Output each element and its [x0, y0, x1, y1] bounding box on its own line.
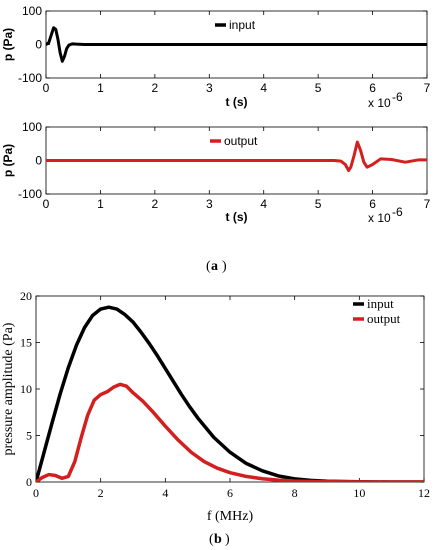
x-tick-label: 2: [98, 486, 104, 500]
panel-bottom-spectrum: 0 2 4 6 8 10 12 0 5 10 15 20 f (MHz) pressure amplitu…: [1, 289, 430, 524]
x-tick-label: 7: [424, 197, 431, 211]
y-axis-label: pressure amplitude (Pa): [1, 322, 16, 455]
x-tick-label: 0: [43, 197, 50, 211]
caption-b-close: ): [225, 532, 230, 547]
x-tick-label: 0: [43, 81, 50, 95]
series-line-input: [46, 26, 427, 63]
y-axis-label: p (Pa): [1, 144, 15, 177]
x-tick-label: 6: [369, 81, 376, 95]
y-axis-label: p (Pa): [1, 28, 15, 61]
x-tick-label: 6: [369, 197, 376, 211]
caption-b: ( b ): [209, 532, 230, 547]
legend-label-output: output: [224, 134, 258, 148]
x-multiplier-exponent: -6: [392, 205, 403, 219]
x-tick-label: 1: [97, 197, 104, 211]
caption-a-close: ): [222, 259, 227, 274]
y-tick-label: 15: [20, 336, 32, 350]
x-tick-label: 12: [418, 486, 430, 500]
x-multiplier: x 10: [368, 211, 391, 225]
x-tick-label: 3: [206, 197, 213, 211]
x-tick-label: 7: [424, 81, 431, 95]
x-tick-label: 3: [206, 81, 213, 95]
caption-a-open: (: [206, 259, 211, 274]
series-line-input: [36, 305, 424, 482]
x-tick-label: 4: [162, 486, 168, 500]
y-tick-label: 5: [26, 429, 32, 443]
x-tick-label: 5: [315, 197, 322, 211]
y-tick-label: 20: [20, 289, 32, 303]
legend-label-input: input: [367, 296, 394, 311]
x-tick-label: 2: [152, 197, 159, 211]
y-tick-label: 0: [26, 475, 32, 489]
y-tick-label: 10: [20, 382, 32, 396]
x-tick-label: 2: [152, 81, 159, 95]
series-line-output: [46, 140, 427, 173]
legend-label-output: output: [367, 311, 401, 326]
x-axis-label: f (MHz): [207, 509, 254, 524]
caption-b-open: (: [209, 532, 214, 547]
caption-b-letter: b: [214, 532, 222, 547]
x-tick-label: 4: [260, 197, 267, 211]
x-tick-label: 6: [227, 486, 233, 500]
y-tick-label: 100: [22, 4, 42, 18]
x-multiplier: x 10: [368, 96, 391, 110]
x-tick-label: 8: [292, 486, 298, 500]
x-multiplier-exponent: -6: [392, 90, 403, 104]
caption-a: ( a ): [206, 259, 227, 274]
x-tick-label: 5: [315, 81, 322, 95]
y-tick-label: 100: [22, 120, 42, 134]
x-axis-label: t (s): [226, 210, 248, 224]
x-tick-label: 1: [97, 81, 104, 95]
x-tick-label: 0: [33, 486, 39, 500]
y-tick-label: -100: [18, 187, 42, 201]
y-tick-label: 0: [35, 38, 42, 52]
x-axis-label: t (s): [226, 95, 248, 109]
legend-label-input: input: [229, 18, 256, 32]
y-tick-label: 0: [35, 154, 42, 168]
x-tick-label: 10: [353, 486, 365, 500]
series-line-output: [36, 382, 424, 482]
caption-a-letter: a: [211, 259, 218, 274]
y-tick-label: -100: [18, 71, 42, 85]
x-tick-label: 4: [260, 81, 267, 95]
